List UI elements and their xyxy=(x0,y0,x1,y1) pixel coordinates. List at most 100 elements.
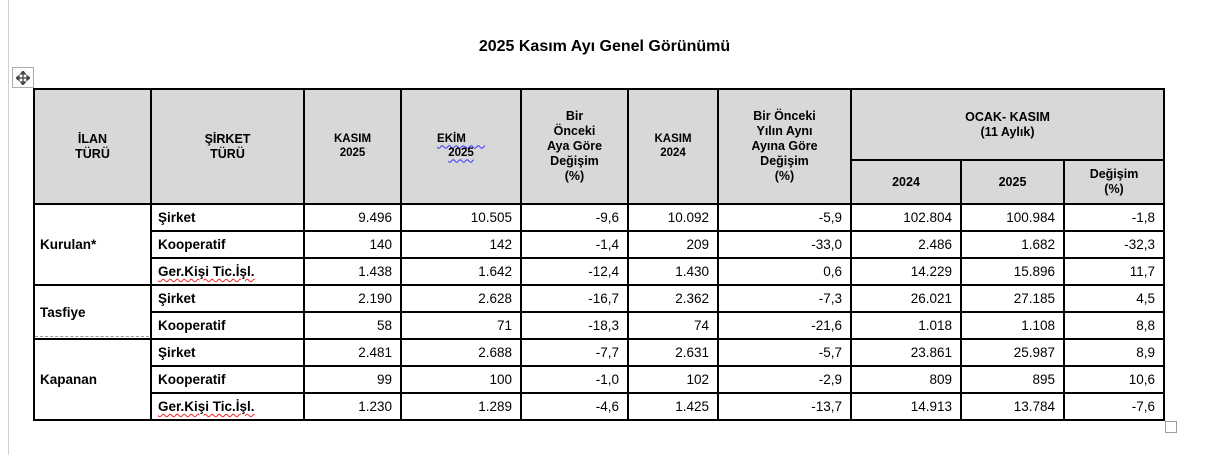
value-cell[interactable]: 9.496 xyxy=(303,203,402,232)
value-cell[interactable]: 99 xyxy=(303,365,402,394)
value-cell[interactable]: -7,7 xyxy=(520,338,629,367)
col-header-kasim-2025[interactable]: KASIM 2025 xyxy=(303,88,402,205)
value-cell[interactable]: 23.861 xyxy=(850,338,962,367)
company-type-cell[interactable]: Kooperatif xyxy=(150,311,305,340)
value-cell[interactable]: -16,7 xyxy=(520,284,629,313)
value-cell[interactable]: 15.896 xyxy=(960,257,1065,286)
value-cell[interactable]: -4,6 xyxy=(520,392,629,421)
table-row: Tasfiye Şirket 2.190 2.628 -16,7 2.362 -7,3 26.… xyxy=(33,284,1166,340)
company-type-cell[interactable]: Şirket xyxy=(150,284,305,313)
table-row: Kooperatif 99 100 -1,0 102 -2,9 809 895 10,6 xyxy=(34,365,1166,394)
value-cell[interactable]: -33,0 xyxy=(717,230,852,259)
value-cell[interactable]: -2,9 xyxy=(717,365,852,394)
table-row: Ger.Kişi Tic.İşl. 1.438 1.642 -12,4 1.430 0,6… xyxy=(34,257,1166,286)
value-cell[interactable]: 1.018 xyxy=(850,311,962,340)
value-cell[interactable]: 100 xyxy=(400,365,522,394)
value-cell[interactable]: 100.984 xyxy=(960,203,1065,232)
value-cell[interactable]: 58 xyxy=(303,311,402,340)
col-header-degisim[interactable]: Değişim (%) xyxy=(1062,159,1166,205)
value-cell[interactable]: 102.804 xyxy=(850,203,962,232)
row-group-label[interactable]: Kurulan* xyxy=(33,203,152,286)
company-type-cell[interactable]: Kooperatif xyxy=(150,230,305,259)
value-cell[interactable]: 142 xyxy=(400,230,522,259)
value-cell[interactable]: 140 xyxy=(303,230,402,259)
col-header-ilan-turu[interactable]: İLAN TÜRÜ xyxy=(33,88,152,205)
data-table: İLAN TÜRÜ ŞİRKET TÜRÜ KASIM 2025 EKİM 202… xyxy=(33,88,1166,421)
company-type-cell[interactable]: Kooperatif xyxy=(150,365,305,394)
col-header-ocak-kasim[interactable]: OCAK- KASIM (11 Aylık) xyxy=(849,88,1166,161)
col-header-ekim-2025[interactable]: EKİM 2025 xyxy=(400,88,522,205)
value-cell[interactable]: -5,7 xyxy=(717,338,852,367)
value-cell[interactable]: 2.688 xyxy=(400,338,522,367)
value-cell[interactable]: 1.682 xyxy=(960,230,1065,259)
value-cell[interactable]: 1.430 xyxy=(627,257,719,286)
value-cell[interactable]: 1.438 xyxy=(303,257,402,286)
document-title[interactable]: 2025 Kasım Ayı Genel Görünümü xyxy=(478,38,731,55)
ekim-label: EKİM xyxy=(437,132,466,145)
value-cell[interactable]: 2.486 xyxy=(850,230,962,259)
col-header-kasim-2024[interactable]: KASIM 2024 xyxy=(627,88,719,205)
value-cell[interactable]: 14.229 xyxy=(850,257,962,286)
value-cell[interactable]: 0,6 xyxy=(717,257,852,286)
gridline-artifact xyxy=(35,336,149,337)
value-cell[interactable]: -18,3 xyxy=(520,311,629,340)
value-cell[interactable]: -9,6 xyxy=(520,203,629,232)
value-cell[interactable]: 2.631 xyxy=(627,338,719,367)
col-header-prev-month-change[interactable]: Bir Önceki Aya Göre Değişim (%) xyxy=(520,88,629,205)
company-type-cell[interactable]: Şirket xyxy=(150,338,305,367)
value-cell[interactable]: 2.481 xyxy=(303,338,402,367)
table-move-handle-icon[interactable] xyxy=(12,67,34,88)
value-cell[interactable]: 71 xyxy=(400,311,522,340)
row-group-label[interactable]: Tasfiye xyxy=(33,284,152,340)
company-type-cell[interactable]: Ger.Kişi Tic.İşl. xyxy=(150,392,305,421)
value-cell[interactable]: 209 xyxy=(627,230,719,259)
value-cell[interactable]: 10,6 xyxy=(1062,365,1166,394)
table-row: Kooperatif 58 71 -18,3 74 -21,6 1.018 1.108 8,8 xyxy=(34,311,1166,340)
value-cell[interactable]: -1,4 xyxy=(520,230,629,259)
value-cell[interactable]: 895 xyxy=(960,365,1065,394)
value-cell[interactable]: -1,0 xyxy=(520,365,629,394)
value-cell[interactable]: -21,6 xyxy=(717,311,852,340)
value-cell[interactable]: 10.505 xyxy=(400,203,522,232)
value-cell[interactable]: 2.628 xyxy=(400,284,522,313)
value-cell[interactable]: -7,3 xyxy=(717,284,852,313)
value-cell[interactable]: 27.185 xyxy=(960,284,1065,313)
text-boundary-line xyxy=(8,0,9,455)
col-header-prev-year-change[interactable]: Bir Önceki Yılın Aynı Ayına Göre Değişim… xyxy=(717,88,852,205)
value-cell[interactable]: -5,9 xyxy=(717,203,852,232)
value-cell[interactable]: 2.190 xyxy=(303,284,402,313)
value-cell[interactable]: 809 xyxy=(850,365,962,394)
value-cell[interactable]: 8,9 xyxy=(1062,338,1166,367)
company-type-cell[interactable]: Şirket xyxy=(150,203,305,232)
value-cell[interactable]: 14.913 xyxy=(850,392,962,421)
value-cell[interactable]: 1.289 xyxy=(400,392,522,421)
value-cell[interactable]: 25.987 xyxy=(960,338,1065,367)
value-cell[interactable]: 1.642 xyxy=(400,257,522,286)
value-cell[interactable]: 102 xyxy=(627,365,719,394)
table-row: Kooperatif 140 142 -1,4 209 -33,0 2.486 1.682 -3… xyxy=(34,230,1166,259)
value-cell[interactable]: 1.230 xyxy=(303,392,402,421)
value-cell[interactable]: 26.021 xyxy=(850,284,962,313)
value-cell[interactable]: 74 xyxy=(627,311,719,340)
table-resize-handle[interactable] xyxy=(1165,421,1177,433)
value-cell[interactable]: 10.092 xyxy=(627,203,719,232)
value-cell[interactable]: 4,5 xyxy=(1062,284,1166,313)
value-cell[interactable]: -12,4 xyxy=(520,257,629,286)
ekim-year-label: 2025 xyxy=(448,146,474,159)
value-cell[interactable]: -1,8 xyxy=(1062,203,1166,232)
value-cell[interactable]: 8,8 xyxy=(1062,311,1166,340)
col-header-2024[interactable]: 2024 xyxy=(850,159,962,205)
value-cell[interactable]: 1.425 xyxy=(627,392,719,421)
value-cell[interactable]: -7,6 xyxy=(1062,392,1166,421)
table-row: Kurulan* Şirket 9.496 10.505 -9,6 10.092 -5,9 1… xyxy=(33,203,1166,286)
value-cell[interactable]: 2.362 xyxy=(627,284,719,313)
value-cell[interactable]: -32,3 xyxy=(1062,230,1166,259)
col-header-2025[interactable]: 2025 xyxy=(960,159,1065,205)
value-cell[interactable]: 13.784 xyxy=(960,392,1065,421)
value-cell[interactable]: -13,7 xyxy=(717,392,852,421)
company-type-cell[interactable]: Ger.Kişi Tic.İşl. xyxy=(150,257,305,286)
value-cell[interactable]: 1.108 xyxy=(960,311,1065,340)
col-header-sirket-turu[interactable]: ŞİRKET TÜRÜ xyxy=(150,88,305,205)
value-cell[interactable]: 11,7 xyxy=(1062,257,1166,286)
row-group-label[interactable]: Kapanan xyxy=(33,338,152,421)
